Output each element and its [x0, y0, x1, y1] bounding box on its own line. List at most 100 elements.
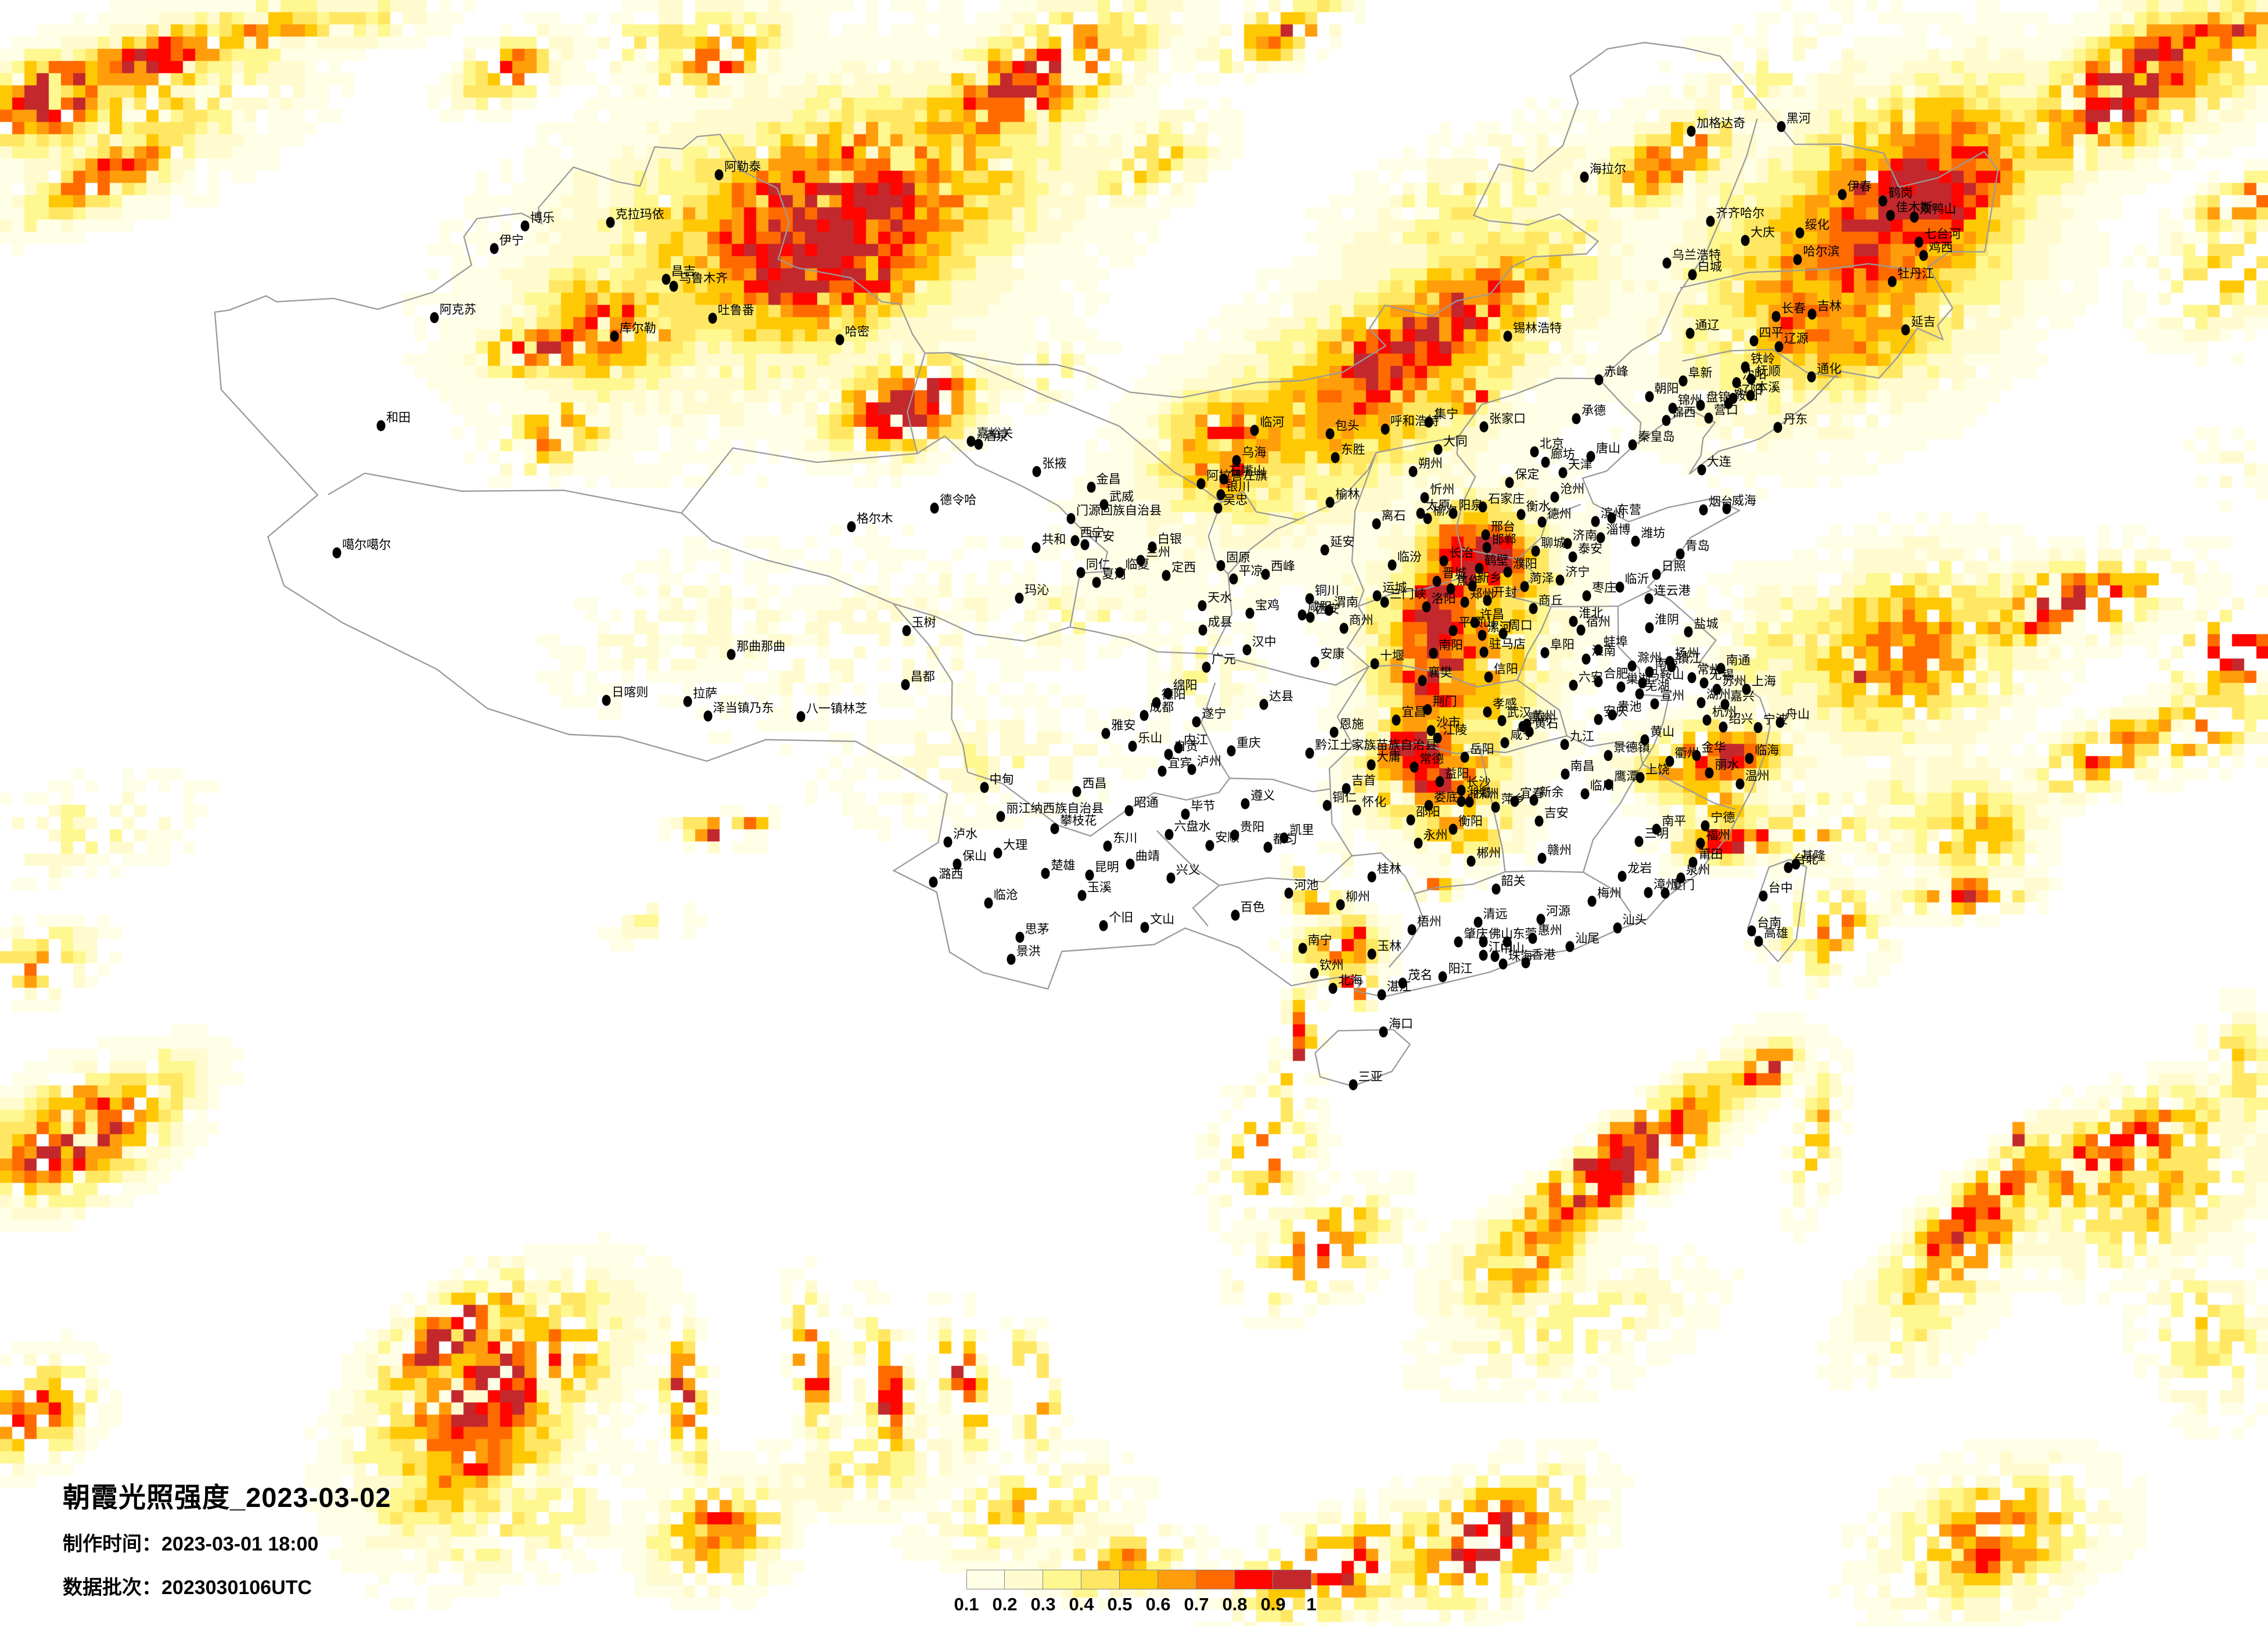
city-dot	[1339, 623, 1349, 634]
city-label: 阳泉	[1458, 499, 1483, 513]
province-boundary-37	[681, 447, 918, 514]
city-label: 柳州	[1345, 890, 1370, 904]
city-label: 黄州	[1532, 710, 1557, 724]
city-dot	[1724, 398, 1733, 409]
color-scale-tick-label: 0.5	[1107, 1594, 1133, 1614]
city-label: 淮阴	[1654, 613, 1679, 627]
city-label: 马鞍山	[1647, 668, 1684, 682]
city-label: 昭通	[1134, 796, 1159, 810]
city-label: 长春	[1781, 302, 1806, 316]
province-boundary-9	[1516, 606, 1552, 681]
city-dot	[1741, 235, 1750, 246]
city-dot	[1085, 869, 1094, 881]
city-label: 海拉尔	[1589, 162, 1626, 176]
city-dot	[1439, 555, 1448, 567]
city-dot	[1140, 922, 1149, 933]
city-label: 丹东	[1783, 413, 1808, 427]
city-dot	[1242, 644, 1251, 656]
city-label: 乌兰浩特	[1672, 249, 1721, 262]
city-label: 曲靖	[1135, 850, 1160, 864]
city-dot	[1298, 942, 1307, 954]
city-dot	[1604, 750, 1613, 761]
city-label: 绵阳	[1173, 678, 1198, 692]
city-label: 开封	[1493, 585, 1518, 599]
city-label: 思茅	[1025, 922, 1049, 936]
city-dot	[1483, 595, 1492, 606]
city-dot	[1432, 575, 1442, 587]
city-dot	[1705, 767, 1714, 779]
city-label: 杭州	[1712, 705, 1737, 719]
city-dot	[1807, 308, 1817, 320]
title-block: 朝霞光照强度_2023-03-02 制作时间：2023-03-01 18:00 …	[63, 1475, 391, 1600]
city-dot	[1429, 647, 1438, 659]
city-label: 常州	[1696, 663, 1721, 677]
city-label: 韶关	[1501, 875, 1526, 888]
city-label: 江门	[1488, 940, 1513, 954]
city-dot	[1232, 455, 1241, 466]
city-label: 格尔木	[856, 512, 893, 526]
city-label: 哈密	[844, 325, 869, 339]
city-dot	[1483, 706, 1492, 718]
city-label: 朔州	[1418, 457, 1443, 470]
city-label: 济宁	[1565, 566, 1590, 580]
city-dot	[1886, 210, 1895, 221]
city-label: 温州	[1745, 769, 1770, 783]
color-scale-tick-label: 0.9	[1260, 1594, 1286, 1614]
city-dot	[1791, 858, 1800, 870]
city-dot	[1678, 375, 1688, 387]
city-label: 北海	[1338, 973, 1363, 987]
city-label: 延安	[1330, 535, 1355, 549]
city-dot	[1582, 590, 1591, 602]
city-dot	[984, 897, 993, 909]
city-dot	[1031, 542, 1041, 553]
city-label: 吉林	[1817, 299, 1842, 313]
city-dot	[1759, 890, 1768, 902]
city-dot	[1537, 516, 1547, 528]
city-dot	[669, 280, 678, 292]
city-label: 驻马店	[1489, 637, 1526, 651]
city-label: 铜仁	[1332, 790, 1357, 804]
city-label: 大同	[1443, 435, 1468, 449]
city-dot	[1310, 967, 1319, 979]
city-label: 楚雄	[1051, 858, 1076, 872]
city-label: 唐山	[1595, 442, 1620, 456]
city-dot	[1259, 699, 1268, 710]
city-dot	[1336, 899, 1345, 911]
city-label: 东川	[1113, 832, 1138, 846]
city-label: 哈尔滨	[1803, 244, 1840, 258]
city-dot	[1216, 560, 1225, 571]
national-boundary	[214, 42, 1999, 998]
city-label: 阿克苏	[439, 303, 476, 316]
city-label: 伊宁	[499, 234, 524, 248]
city-dot	[1423, 704, 1432, 715]
city-label: 阜新	[1688, 366, 1713, 380]
city-label: 黄山	[1650, 725, 1675, 739]
city-label: 湖州	[1706, 688, 1731, 702]
city-label: 临汾	[1397, 551, 1422, 564]
city-dot	[1692, 750, 1701, 761]
city-dot	[929, 876, 938, 888]
city-label: 滁州	[1637, 652, 1662, 665]
city-label: 博乐	[530, 211, 555, 225]
city-label: 商州	[1349, 614, 1374, 628]
city-label: 定西	[1171, 560, 1196, 574]
city-dot	[1706, 215, 1715, 227]
city-label: 福州	[1706, 828, 1731, 842]
city-dot	[1099, 920, 1108, 931]
city-dot	[1410, 761, 1419, 773]
city-label: 长沙	[1466, 776, 1491, 789]
city-dot	[1103, 840, 1112, 852]
city-dot	[1662, 415, 1671, 426]
color-scale-legend: 0.1 0.2 0.3 0.4 0.5 0.6 0.7 0.8 0.9 1	[954, 1570, 1317, 1615]
city-dot	[1448, 625, 1458, 636]
city-dot	[1784, 862, 1793, 873]
city-label: 百色	[1240, 900, 1265, 914]
city-dot	[1560, 739, 1569, 750]
city-label: 临海	[1755, 744, 1780, 758]
city-dot	[1484, 671, 1493, 683]
city-label: 郴州	[1476, 847, 1501, 861]
city-dot	[1424, 416, 1433, 428]
city-dot	[1377, 989, 1386, 1001]
city-label: 淄博	[1606, 523, 1631, 537]
city-label: 毕节	[1191, 800, 1216, 814]
